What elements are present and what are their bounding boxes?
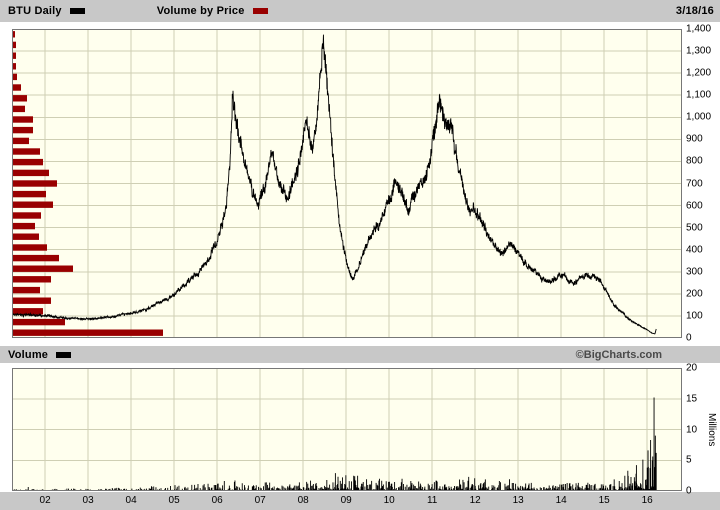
y-tick-label: 1,400: [686, 23, 712, 35]
y-tick-label: 500: [686, 222, 703, 234]
bigcharts-copyright: ©BigCharts.com: [575, 348, 662, 361]
volume-chart-area: [12, 368, 682, 491]
x-tick-label: 13: [512, 495, 524, 506]
y-tick-label: 100: [686, 310, 703, 322]
x-tick-label: 05: [168, 495, 180, 506]
x-axis-strip: 02 03 04 05 06 07 08 09 10 11 12 13 14 15 16: [0, 492, 720, 510]
y-tick-label: 300: [686, 266, 703, 278]
chart-date: 3/18/16: [675, 5, 714, 17]
y-tick-label: 20: [686, 362, 698, 374]
volume-label: Volume: [8, 348, 49, 361]
y-tick-label: 1,100: [686, 89, 712, 101]
x-tick-label: 12: [469, 495, 481, 506]
volume-header-bar: Volume ©BigCharts.com: [0, 346, 720, 363]
volume-by-price-label: Volume by Price: [156, 5, 245, 17]
symbol-label: BTU Daily: [8, 5, 62, 17]
price-legend-swatch: [69, 8, 85, 14]
x-tick-label: 10: [383, 495, 395, 506]
y-tick-label: 800: [686, 155, 703, 167]
y-tick-label: 10: [686, 424, 698, 435]
x-tick-label: 06: [211, 495, 223, 506]
x-tick-label: 09: [340, 495, 352, 506]
y-tick-label: 200: [686, 288, 703, 300]
y-tick-label: 5: [686, 454, 692, 466]
y-tick-label: 0: [686, 485, 692, 497]
y-tick-label: 15: [686, 393, 698, 405]
y-tick-label: 1,000: [686, 111, 712, 123]
y-tick-label: 600: [686, 200, 703, 212]
price-chart-svg: [12, 29, 682, 338]
x-tick-label: 14: [555, 495, 567, 506]
y-tick-label: 0: [686, 332, 692, 344]
x-tick-label: 15: [598, 495, 610, 506]
x-tick-label: 04: [125, 495, 137, 506]
volume-units-label: Millions: [706, 412, 717, 447]
y-tick-label: 1,200: [686, 67, 712, 79]
x-tick-label: 03: [82, 495, 94, 506]
y-tick-label: 900: [686, 133, 703, 145]
price-chart-area: [12, 29, 682, 338]
x-tick-label: 02: [39, 495, 51, 506]
x-tick-label: 08: [297, 495, 309, 506]
chart-header: BTU Daily Volume by Price 3/18/16: [0, 0, 720, 22]
volume-legend-swatch: [56, 351, 72, 358]
x-tick-label: 07: [254, 495, 266, 506]
y-tick-label: 1,300: [686, 45, 712, 57]
vbp-legend-swatch: [252, 8, 268, 14]
volume-chart-svg: [12, 368, 682, 491]
x-tick-label: 11: [426, 495, 438, 506]
y-tick-label: 400: [686, 244, 703, 256]
y-tick-label: 700: [686, 178, 703, 189]
x-tick-label: 16: [641, 495, 653, 506]
